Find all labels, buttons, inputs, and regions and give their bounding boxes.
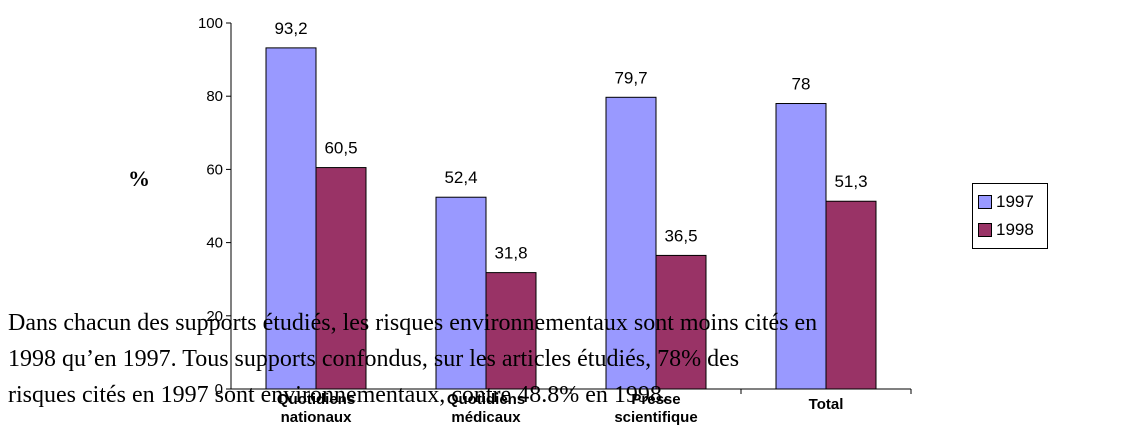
chart-bars — [265, 47, 877, 390]
legend-swatch-1997 — [978, 195, 992, 209]
bar-1998 — [315, 167, 367, 390]
x-category-label: Total — [809, 396, 844, 413]
x-category-label: scientifique — [614, 409, 697, 426]
legend-label-1998: 1998 — [996, 220, 1034, 239]
x-category-label: Quotidiens — [447, 391, 525, 408]
chart-labels: 93,260,5Quotidiensnationaux52,431,8Quoti… — [274, 19, 867, 426]
y-tick-label: 20 — [206, 308, 223, 325]
paragraph-line-3: risques cités en 1997 sont environnement… — [8, 382, 668, 408]
y-axis-title: % — [128, 166, 150, 191]
data-label-1997: 78 — [792, 75, 811, 94]
y-tick-label: 100 — [198, 15, 223, 32]
data-label-1998: 31,8 — [494, 244, 527, 263]
bar-1997 — [775, 103, 827, 390]
y-tick-label: 0 — [215, 381, 223, 398]
legend-swatch-1998 — [978, 223, 992, 237]
y-tick-label: 60 — [206, 161, 223, 178]
data-label-1998: 36,5 — [664, 226, 697, 245]
data-label-1997: 52,4 — [444, 168, 477, 187]
bar-1998 — [825, 200, 877, 390]
bar-1998 — [485, 272, 537, 390]
data-label-1997: 79,7 — [614, 68, 647, 87]
x-category-label: Presse — [631, 391, 680, 408]
bar-1997 — [265, 47, 317, 390]
chart-legend: 1997 1998 — [972, 183, 1048, 249]
legend-item-1997: 1997 — [978, 192, 1034, 212]
bar-1998 — [655, 254, 707, 390]
legend-item-1998: 1998 — [978, 220, 1034, 240]
bar-1997 — [435, 196, 487, 390]
data-label-1998: 60,5 — [324, 139, 357, 158]
bar-1997 — [605, 96, 657, 390]
x-category-label: Quotidiens — [277, 391, 355, 408]
data-label-1998: 51,3 — [834, 172, 867, 191]
data-label-1997: 93,2 — [274, 19, 307, 38]
x-category-label: nationaux — [281, 409, 352, 426]
y-tick-label: 40 — [206, 235, 223, 252]
x-category-label: médicaux — [451, 409, 521, 426]
y-tick-label: 80 — [206, 88, 223, 105]
paragraph-line-2: 1998 qu’en 1997. Tous supports confondus… — [8, 346, 740, 372]
paragraph-line-1: Dans chacun des supports étudiés, les ri… — [8, 310, 818, 336]
legend-label-1997: 1997 — [996, 192, 1034, 211]
